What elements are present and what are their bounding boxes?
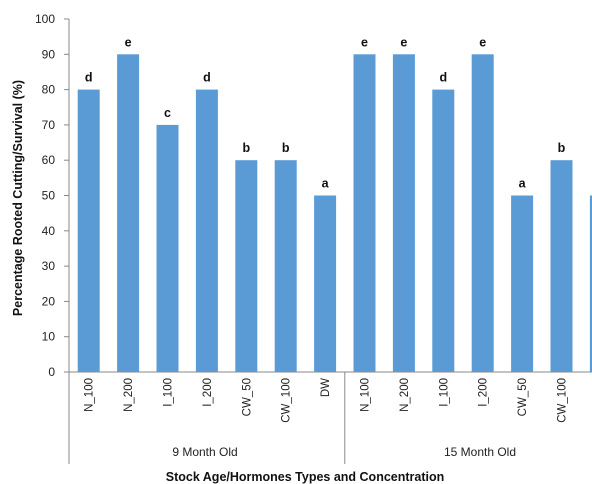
bar (589, 195, 592, 372)
bar (432, 89, 455, 372)
y-tick-label: 30 (42, 259, 56, 273)
y-tick-label: 100 (35, 12, 55, 26)
x-axis-title: Stock Age/Hormones Types and Concentrati… (166, 470, 445, 484)
category-label: N_100 (84, 378, 96, 412)
y-axis-title: Percentage Rooted Cutting/Survival (%) (11, 80, 25, 316)
significance-letter: a (322, 177, 330, 191)
significance-letter: b (558, 141, 566, 155)
y-tick-label: 0 (48, 365, 55, 379)
significance-letter: e (479, 35, 486, 49)
significance-letter: c (164, 106, 171, 120)
bar (511, 195, 534, 372)
category-label: N_200 (123, 378, 135, 412)
bar (77, 89, 100, 372)
significance-letter: d (203, 71, 211, 85)
category-label: CW_100 (281, 378, 293, 423)
category-label: CW_100 (557, 378, 569, 423)
category-label: DW (320, 378, 332, 397)
bars (77, 54, 592, 373)
category-label: N_100 (360, 378, 372, 412)
y-tick-label: 80 (42, 83, 56, 97)
category-label: CW_50 (517, 378, 529, 416)
category-label: I_100 (438, 378, 450, 407)
category-label: CW_50 (241, 378, 253, 416)
bar (392, 54, 415, 373)
axes (64, 18, 592, 464)
bar (117, 54, 140, 373)
significance-letter: a (519, 177, 527, 191)
y-tick-label: 10 (42, 330, 56, 344)
significance-letter: e (361, 35, 368, 49)
category-label: I_100 (163, 378, 175, 407)
labels: 0 10 20 30 40 50 60 70 80 90 100 d N_100 e N_200 c I_100… (35, 12, 569, 459)
bar (156, 124, 179, 373)
significance-letter: b (282, 141, 290, 155)
bar (314, 195, 337, 372)
bar (471, 54, 494, 373)
bar (353, 54, 376, 373)
group-label: 9 Month Old (172, 445, 237, 459)
significance-letter: d (85, 71, 93, 85)
significance-letter: b (242, 141, 250, 155)
group-label: 15 Month Old (444, 445, 516, 459)
category-label: I_200 (478, 378, 490, 407)
bar (195, 89, 218, 372)
y-tick-label: 50 (42, 189, 56, 203)
y-tick-label: 90 (42, 47, 56, 61)
y-tick-label: 60 (42, 153, 56, 167)
category-label: N_200 (399, 378, 411, 412)
bar (550, 160, 573, 372)
y-tick-label: 20 (42, 294, 56, 308)
bar (235, 160, 258, 372)
significance-letter: d (439, 71, 447, 85)
y-tick-label: 40 (42, 224, 56, 238)
significance-letter: e (125, 35, 132, 49)
y-tick-label: 70 (42, 118, 56, 132)
category-label: I_200 (202, 378, 214, 407)
significance-letter: e (400, 35, 407, 49)
bar (274, 160, 297, 372)
